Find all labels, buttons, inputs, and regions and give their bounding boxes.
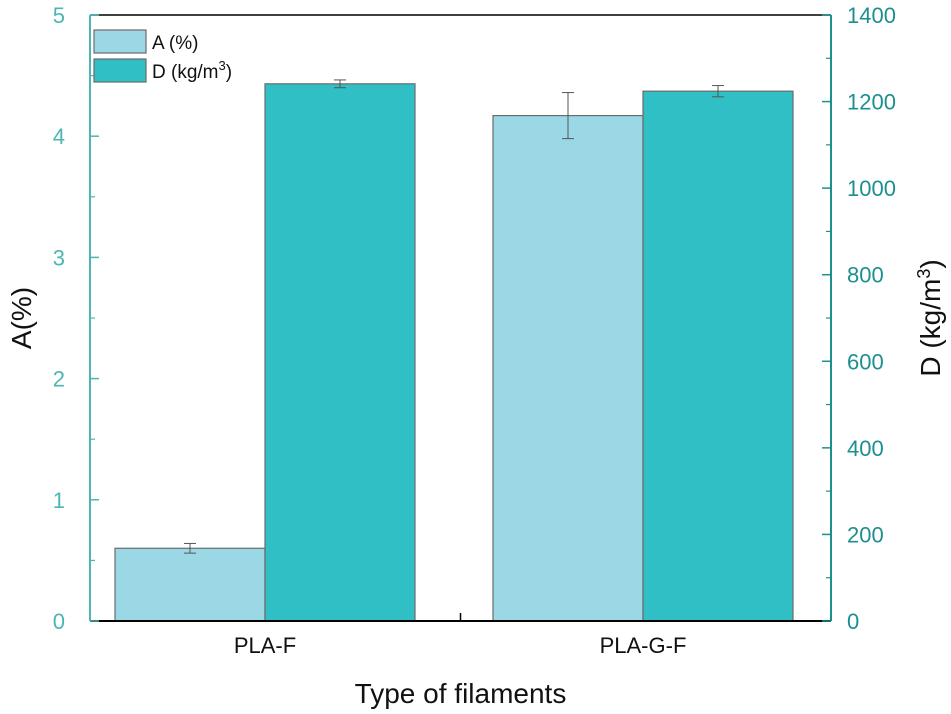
bar-d-pla-f	[264, 83, 416, 622]
x-tick-label-pla-f: PLA-F	[234, 633, 296, 658]
right-tick-label: 800	[847, 263, 884, 288]
left-y-axis-title: A(%)	[6, 287, 37, 349]
right-tick-label: 1000	[847, 176, 896, 201]
left-tick-label: 0	[53, 609, 65, 634]
bars-group	[114, 83, 794, 622]
bar-a-pla-g-f	[492, 114, 644, 622]
bar-a-pla-f	[114, 547, 266, 622]
legend: A (%) D (kg/m3)	[93, 29, 232, 83]
legend-swatch-a	[93, 29, 147, 54]
legend-label-d: D (kg/m3)	[152, 58, 232, 83]
ticks-group: 0 1 2 3 4 5 0 200 400 600 800 1000 1200 1400 PLA-F PLA-…	[53, 3, 896, 658]
legend-swatch-d	[93, 58, 147, 83]
right-tick-label: 0	[847, 609, 859, 634]
right-tick-label: 200	[847, 522, 884, 547]
bar-d-pla-g-f	[642, 90, 794, 622]
left-tick-label: 2	[53, 367, 65, 392]
legend-label-a: A (%)	[152, 33, 198, 54]
left-tick-label: 3	[53, 245, 65, 270]
error-bars-group	[184, 79, 724, 554]
right-tick-label: 1200	[847, 90, 896, 115]
right-tick-label: 600	[847, 349, 884, 374]
right-tick-label: 400	[847, 436, 884, 461]
right-tick-label: 1400	[847, 3, 896, 28]
left-tick-label: 1	[53, 488, 65, 513]
right-y-axis-title: D (kg/m3)	[914, 259, 946, 376]
left-tick-label: 5	[53, 3, 65, 28]
x-axis-title: Type of filaments	[355, 678, 567, 709]
x-tick-label-pla-g-f: PLA-G-F	[600, 633, 687, 658]
left-tick-label: 4	[53, 124, 65, 149]
